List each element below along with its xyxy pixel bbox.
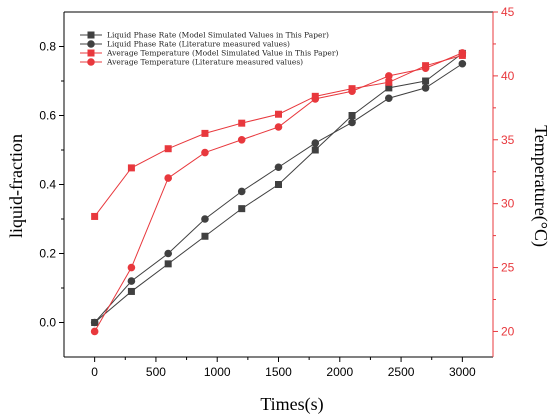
x-axis: 0 500 1000 1500 2000 2500 3000 — [91, 357, 476, 379]
y-left-tick-label: 0.6 — [39, 109, 56, 123]
y-right-tick-label: 45 — [501, 5, 515, 19]
series-line — [94, 54, 463, 217]
data-point — [164, 260, 172, 268]
legend-entry: Liquid Phase Rate (Model Simulated Value… — [107, 31, 329, 40]
y-left-tick-label: 0.4 — [39, 178, 56, 192]
series-layer — [90, 49, 467, 336]
data-point — [164, 174, 172, 182]
data-point — [201, 148, 209, 157]
x-tick-label: 1000 — [204, 365, 231, 379]
series-3 — [91, 51, 466, 220]
data-point — [237, 135, 246, 144]
series-line — [94, 52, 463, 332]
x-axis-label: Times(s) — [260, 394, 323, 415]
legend-marker — [87, 58, 95, 66]
y-axis-right: 20 25 30 35 40 45 — [493, 5, 515, 338]
series-4 — [90, 49, 467, 336]
data-point — [385, 94, 393, 103]
y-left-tick-label: 0.0 — [39, 316, 56, 330]
x-tick-label: 500 — [146, 365, 166, 379]
data-point — [311, 95, 320, 103]
data-point — [237, 187, 246, 196]
y-axis-left-label: liquid-fraction — [6, 134, 26, 238]
legend-entry: Average Temperature (Literature measured… — [106, 58, 303, 67]
y-left-tick-label: 0.2 — [39, 247, 56, 261]
data-point — [127, 164, 135, 172]
data-point — [164, 145, 172, 153]
data-point — [127, 277, 136, 285]
data-point — [274, 163, 283, 172]
data-point — [90, 318, 99, 327]
series-1 — [91, 49, 466, 326]
data-point — [275, 110, 282, 118]
legend-marker — [87, 49, 95, 57]
legend-marker — [87, 40, 95, 48]
data-point — [348, 112, 356, 119]
data-point — [274, 123, 283, 131]
data-point — [422, 77, 430, 85]
x-tick-label: 2000 — [326, 365, 353, 379]
y-left-tick-label: 0.8 — [39, 40, 56, 54]
series-2 — [90, 59, 467, 327]
data-point — [90, 327, 99, 336]
data-point — [421, 84, 430, 92]
y-axis-left: 0.0 0.2 0.4 0.6 0.8 — [39, 40, 64, 330]
data-point — [201, 232, 209, 240]
data-point — [238, 205, 246, 213]
data-point — [127, 287, 135, 295]
data-point — [458, 49, 467, 57]
x-tick-label: 2500 — [388, 365, 415, 379]
data-point — [385, 78, 393, 86]
x-tick-label: 3000 — [449, 365, 476, 379]
data-point — [275, 181, 282, 188]
data-point — [164, 249, 172, 258]
data-point — [201, 215, 209, 223]
data-point — [421, 64, 430, 73]
y-axis-right-label: Temperature(°C) — [530, 125, 550, 247]
legend: Liquid Phase Rate (Model Simulated Value… — [80, 31, 338, 67]
data-point — [201, 129, 209, 137]
x-tick-label: 1500 — [265, 365, 292, 379]
data-point — [458, 59, 467, 68]
data-point — [348, 118, 356, 127]
data-point — [238, 119, 246, 127]
x-tick-label: 0 — [91, 365, 98, 379]
legend-marker — [87, 31, 95, 39]
y-right-tick-label: 35 — [501, 133, 515, 147]
y-right-tick-label: 25 — [501, 261, 515, 275]
data-point — [385, 84, 393, 92]
data-point — [127, 263, 136, 272]
series-line — [94, 63, 463, 323]
data-point — [91, 212, 99, 220]
y-right-tick-label: 20 — [501, 324, 515, 338]
legend-entry: Liquid Phase Rate (Literature measured v… — [107, 40, 290, 49]
data-point — [348, 87, 356, 96]
data-point — [311, 146, 319, 154]
y-right-tick-label: 30 — [501, 197, 515, 211]
data-point — [311, 139, 320, 147]
legend-entry: Average Temperature (Model Simulated Val… — [106, 49, 338, 58]
data-point — [385, 72, 393, 80]
y-right-tick-label: 40 — [501, 69, 515, 83]
